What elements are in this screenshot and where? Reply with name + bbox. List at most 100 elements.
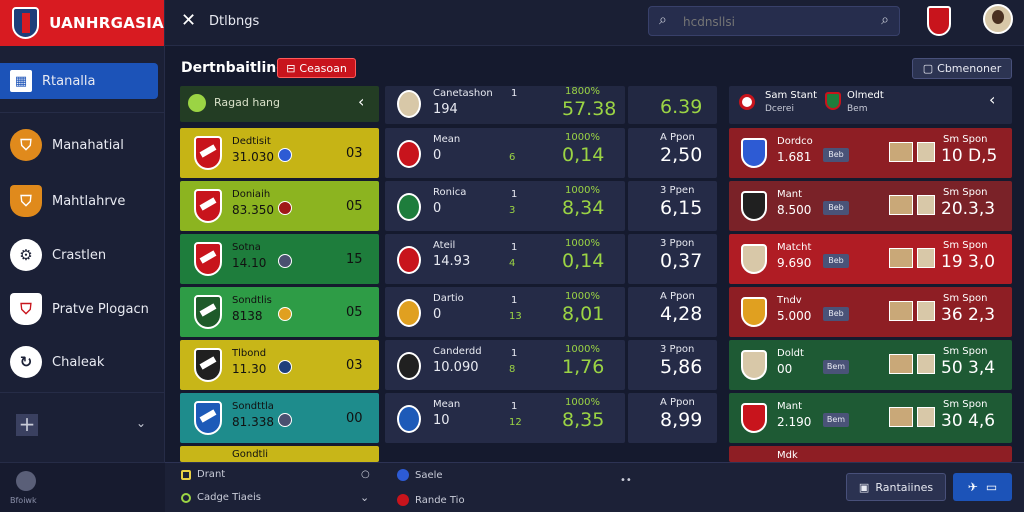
- odds-cell[interactable]: 3 Ppon 5,86: [628, 340, 717, 390]
- season-tag[interactable]: ⊟ Ceasoan: [277, 58, 356, 78]
- team-card[interactable]: 81.338 00 Sondttla: [180, 393, 379, 443]
- user-avatar[interactable]: [983, 4, 1013, 34]
- top-bar: ✕ Dtlbngs ⌕ ⌕: [165, 0, 1024, 46]
- player-name: Mdk: [777, 450, 798, 461]
- stat-percent: 1000%: [565, 132, 600, 143]
- action-button[interactable]: ✈ ▭: [953, 473, 1012, 501]
- stat-count-2: 8: [509, 364, 516, 375]
- team-name: Dedtisit: [232, 136, 271, 147]
- mid-column-header: Canetashon 194 1 1800% 57.38: [385, 86, 625, 124]
- player-row[interactable]: Mdk: [729, 446, 1012, 462]
- sidebar-item-rtanalla[interactable]: ▦ Rtanalla: [0, 63, 158, 99]
- sidebar-bottom-label: Bfoiwk: [10, 496, 37, 505]
- avatar: [16, 471, 36, 491]
- team-card[interactable]: Gondtli: [180, 446, 379, 462]
- left-column-header[interactable]: Ragad hang ‹: [180, 86, 379, 122]
- chevron-down-icon[interactable]: ⌄: [136, 416, 147, 430]
- brand[interactable]: UANHRGASIA: [0, 0, 164, 46]
- team-card[interactable]: 83.350 05 Doniaih: [180, 181, 379, 231]
- stat-row[interactable]: Mean 0 6 1000% 0,14: [385, 128, 625, 178]
- bottom-item-2[interactable]: Cadge Tiaeis: [181, 492, 261, 503]
- compare-button[interactable]: ▢ Cbmenoner: [912, 58, 1012, 79]
- player-stat-value: 30 4,6: [941, 411, 996, 431]
- brand-name: UANHRGASIA: [49, 14, 164, 32]
- sidebar-item-chaleak[interactable]: ↻ Chaleak: [0, 334, 165, 390]
- team-value: 11.30: [232, 362, 267, 376]
- add-icon[interactable]: +: [16, 414, 38, 436]
- team-name: Doniaih: [232, 189, 271, 200]
- right-column-header[interactable]: Sam Stant Dcerei Olmedt Bem ‹: [729, 86, 1012, 124]
- bottom-item-4[interactable]: Rande Tio: [397, 494, 465, 506]
- stat-value: 0,14: [562, 250, 605, 272]
- odds-cell[interactable]: A Ppon 2,50: [628, 128, 717, 178]
- circle-icon[interactable]: ○: [361, 469, 370, 480]
- player-row[interactable]: Matcht 9.690 Beb Sm Spon 19 3,0: [729, 234, 1012, 284]
- stat-sub: 10.090: [433, 360, 479, 375]
- odds-cell[interactable]: 3 Ppen 6,15: [628, 181, 717, 231]
- team-indicator-icon: [278, 148, 292, 162]
- sidebar-item-crastlen[interactable]: ⚙ Crastlen: [0, 227, 165, 283]
- odds-label: A Ppon: [660, 132, 695, 143]
- search-input[interactable]: [683, 12, 863, 32]
- stat-percent: 1000%: [565, 397, 600, 408]
- player-row[interactable]: Mant 2.190 Bem Sm Spon 30 4,6: [729, 393, 1012, 443]
- player-chip: Bem: [823, 413, 849, 427]
- search-icon[interactable]: ⌕: [881, 12, 889, 28]
- team-card[interactable]: 11.30 03 Tlbond: [180, 340, 379, 390]
- team-crest-icon: [194, 136, 222, 170]
- club-badge-icon[interactable]: [927, 6, 951, 36]
- club-icon: [739, 94, 755, 110]
- team-crest-icon: [194, 242, 222, 276]
- stat-row[interactable]: Dartio 0 1 13 1000% 8,01: [385, 287, 625, 337]
- stat-row[interactable]: Ateil 14.93 1 4 1000% 0,14: [385, 234, 625, 284]
- odds-cell[interactable]: 3 Ppon 0,37: [628, 234, 717, 284]
- sidebar-item-label: Manahatial: [52, 137, 124, 153]
- rankings-button[interactable]: ▣ Rantaiines: [846, 473, 946, 501]
- player-name: Mant: [777, 189, 803, 200]
- team-value: 31.030: [232, 150, 274, 164]
- player-row[interactable]: Dordco 1.681 Beb Sm Spon 10 D,5: [729, 128, 1012, 178]
- odds-header-value: 6.39: [660, 96, 703, 118]
- odds-value: 2,50: [660, 144, 703, 166]
- stat-percent: 1000%: [565, 238, 600, 249]
- team-number: 15: [346, 252, 363, 267]
- team-card[interactable]: 31.030 03 Dedtisit: [180, 128, 379, 178]
- player-value: 1.681: [777, 150, 812, 164]
- sidebar-item-pratve-plogacn[interactable]: ⛉ Pratve Plogacn: [0, 281, 165, 337]
- player-stat-label: Sm Spon: [943, 346, 988, 357]
- pager-dots-icon[interactable]: ••: [620, 475, 632, 486]
- odds-value: 5,86: [660, 356, 703, 378]
- odds-cell[interactable]: A Ppon 4,28: [628, 287, 717, 337]
- bottom-item-3[interactable]: Saele: [397, 469, 443, 481]
- stat-row[interactable]: Ronica 0 1 3 1000% 8,34: [385, 181, 625, 231]
- tab-title: Dtlbngs: [209, 14, 260, 29]
- odds-value: 4,28: [660, 303, 703, 325]
- panel-icon: ▭: [985, 480, 998, 494]
- sidebar-item-label: Pratve Plogacn: [52, 301, 149, 317]
- team-crest-icon: [397, 405, 421, 433]
- player-row[interactable]: Doldt 00 Bem Sm Spon 50 3,4: [729, 340, 1012, 390]
- player-chip: Beb: [823, 254, 849, 268]
- bottom-item-1[interactable]: Drant: [181, 469, 225, 480]
- player-row[interactable]: Mant 8.500 Beb Sm Spon 20.3,3: [729, 181, 1012, 231]
- stat-row[interactable]: Canderdd 10.090 1 8 1000% 1,76: [385, 340, 625, 390]
- team-crest-icon: [397, 299, 421, 327]
- player-stat-value: 10 D,5: [941, 146, 998, 166]
- chevron-left-icon[interactable]: ‹: [989, 90, 996, 109]
- plane-icon: ✈: [967, 480, 978, 494]
- chevron-down-icon[interactable]: ⌄: [360, 491, 370, 504]
- stat-row[interactable]: Mean 10 1 12 1000% 8,35: [385, 393, 625, 443]
- sidebar-item-manahatial[interactable]: ⛉ Manahatial: [0, 117, 165, 173]
- sidebar-profile[interactable]: Bfoiwk: [0, 462, 165, 512]
- team-value: 81.338: [232, 415, 274, 429]
- team-card[interactable]: 14.10 15 Sotna: [180, 234, 379, 284]
- player-row[interactable]: Tndv 5.000 Beb Sm Spon 36 2,3: [729, 287, 1012, 337]
- odds-cell[interactable]: A Ppon 8,99: [628, 393, 717, 443]
- close-icon[interactable]: ✕: [181, 10, 197, 31]
- stat-sub: 0: [433, 201, 442, 216]
- chevron-left-icon[interactable]: ‹: [358, 92, 365, 111]
- team-card[interactable]: 8138 05 Sondtlis: [180, 287, 379, 337]
- sidebar-item-label: Chaleak: [52, 354, 105, 370]
- player-stat-label: Sm Spon: [943, 399, 988, 410]
- sidebar-item-mahtlahrve[interactable]: ⛉ Mahtlahrve: [0, 173, 165, 229]
